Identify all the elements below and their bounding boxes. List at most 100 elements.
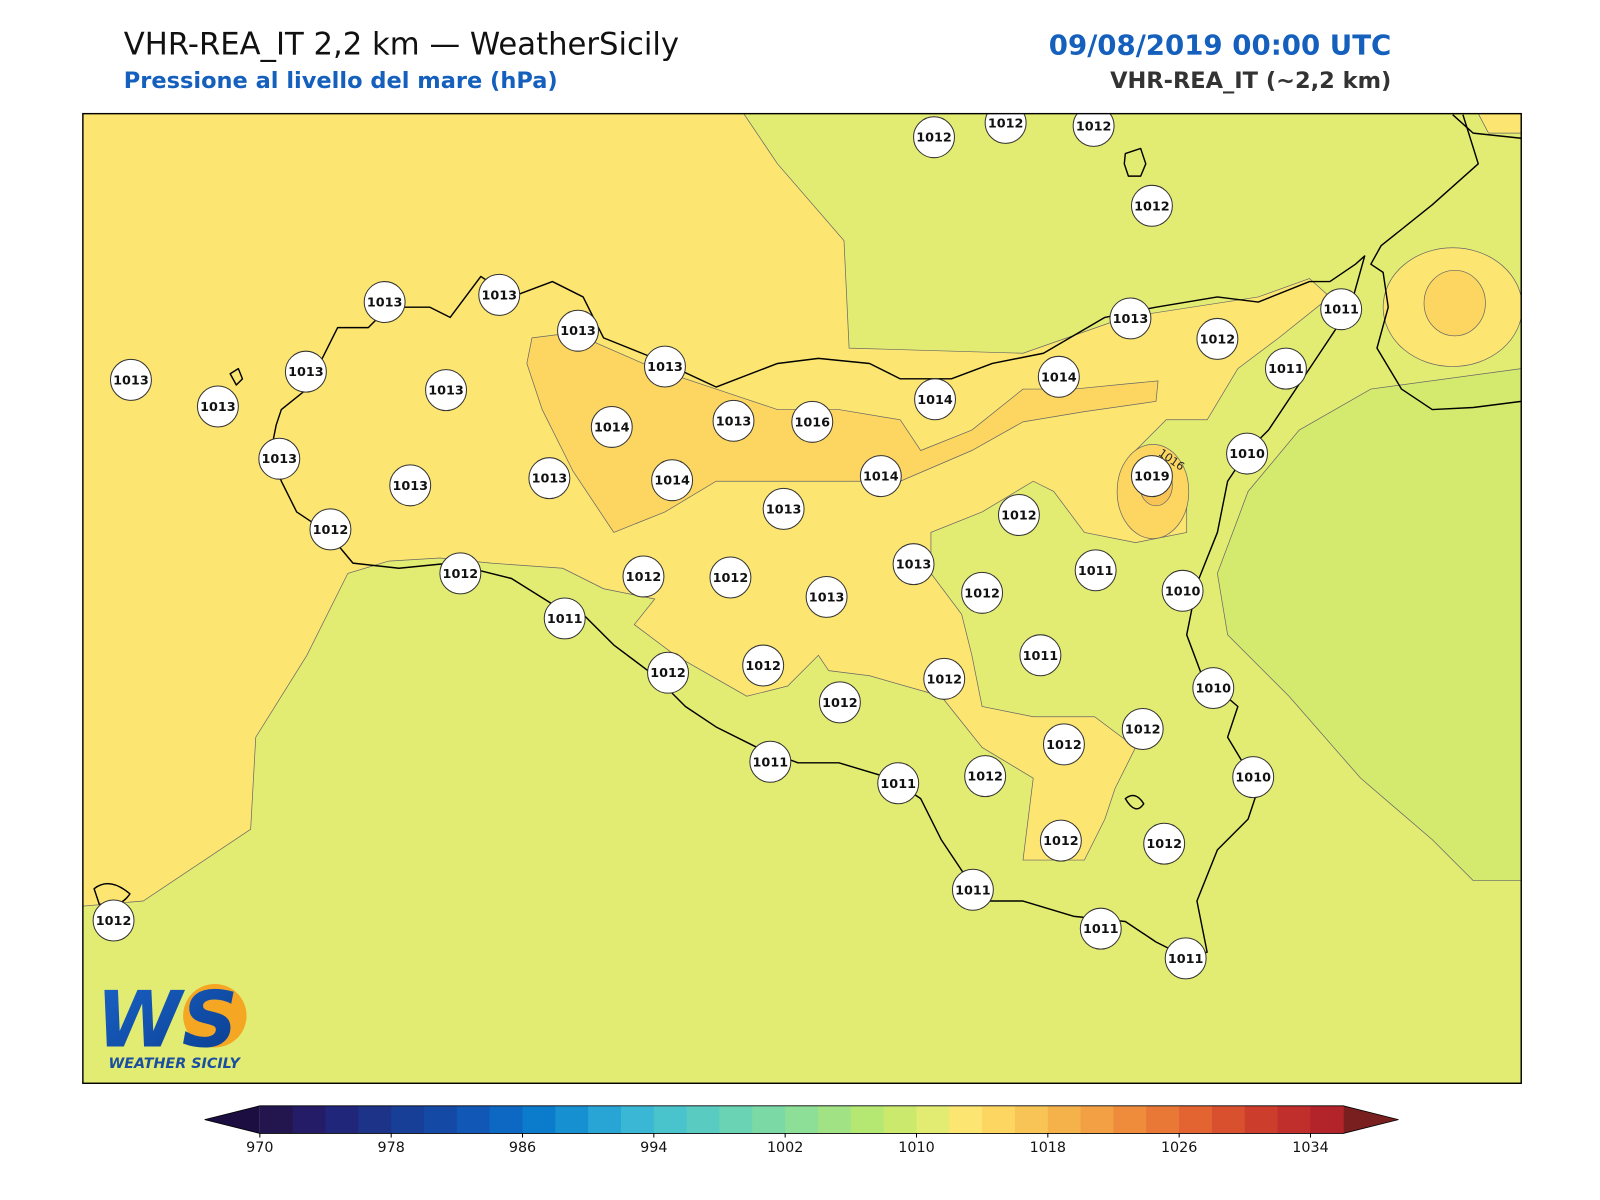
station-value: 1010 xyxy=(1229,447,1265,462)
station: 1012 xyxy=(1130,184,1173,227)
station-marker xyxy=(1019,634,1062,677)
station-marker xyxy=(913,116,955,159)
colorbar-band xyxy=(850,1105,885,1134)
station: 1019 xyxy=(1130,455,1173,498)
logo-mark: WS xyxy=(96,975,238,1065)
station-value: 1012 xyxy=(1001,509,1037,524)
station-value: 1013 xyxy=(481,288,517,303)
colorbar-tick-label: 1010 xyxy=(898,1140,934,1156)
station-value: 1012 xyxy=(713,571,749,586)
station-marker xyxy=(742,644,785,687)
title: VHR-REA_IT 2,2 km — WeatherSicily xyxy=(124,27,679,62)
colorbar-band xyxy=(1014,1105,1049,1134)
station: 1010 xyxy=(1192,667,1235,710)
station: 1012 xyxy=(439,552,482,595)
colorbar-band xyxy=(1179,1105,1213,1134)
station-marker xyxy=(951,868,994,911)
colorbar-band xyxy=(259,1105,294,1134)
station-marker xyxy=(1196,317,1239,360)
station: 1013 xyxy=(478,273,521,316)
station: 1014 xyxy=(590,405,633,448)
station-value: 1012 xyxy=(1043,834,1079,849)
station-value: 1012 xyxy=(822,696,858,711)
colorbar: 970 978 986 994 1002 1010 1018 1026 1034 xyxy=(204,1105,1399,1156)
station: 1012 xyxy=(818,681,861,724)
station-marker xyxy=(425,369,468,412)
station: 1012 xyxy=(913,116,955,159)
subtitle: Pressione al livello del mare (hPa) xyxy=(124,68,558,94)
station-value: 1011 xyxy=(1168,952,1204,967)
station-marker xyxy=(923,657,966,700)
pressure-field: 1016 1012 1012 1012 1012 1013 1013 1013 1013 101… xyxy=(82,113,1522,1084)
station-marker xyxy=(712,399,755,442)
colorbar-tick-label: 994 xyxy=(640,1140,667,1156)
station-value: 1011 xyxy=(1023,649,1059,664)
station: 1013 xyxy=(892,543,935,586)
station-marker xyxy=(478,273,521,316)
station: 1012 xyxy=(1042,723,1085,766)
station-marker xyxy=(805,575,848,618)
station-value: 1013 xyxy=(288,365,324,380)
station: 1012 xyxy=(1121,708,1164,750)
station: 1011 xyxy=(877,762,920,805)
field-band xyxy=(1477,113,1522,134)
station-marker xyxy=(622,555,665,598)
station-value: 1013 xyxy=(262,452,298,467)
coastline-calabria xyxy=(1452,114,1522,139)
station: 1012 xyxy=(964,755,1007,798)
colorbar-band xyxy=(785,1105,819,1134)
station-value: 1011 xyxy=(880,777,916,792)
station: 1010 xyxy=(1161,569,1204,612)
map-frame xyxy=(82,112,1522,1084)
station-value: 1012 xyxy=(1134,199,1170,214)
station: 1016 xyxy=(791,400,834,443)
colorbar-band xyxy=(1080,1105,1114,1134)
colorbar-band xyxy=(949,1105,983,1134)
station-value: 1012 xyxy=(926,672,962,687)
station: 1014 xyxy=(651,459,694,502)
station: 1011 xyxy=(749,740,792,783)
station: 1013 xyxy=(284,350,327,393)
station: 1012 xyxy=(1196,317,1239,360)
station: 1012 xyxy=(92,899,135,942)
station: 1011 xyxy=(1019,634,1062,677)
station-marker xyxy=(709,556,752,599)
station: 1013 xyxy=(258,437,301,480)
station: 1013 xyxy=(528,457,571,500)
station-value: 1011 xyxy=(1323,303,1359,318)
station-value: 1011 xyxy=(547,612,583,627)
station-value: 1013 xyxy=(392,479,428,494)
station-value: 1012 xyxy=(964,586,1000,601)
station-marker xyxy=(543,597,586,640)
station-marker xyxy=(196,385,239,428)
station-value: 1013 xyxy=(200,400,236,415)
station-value: 1012 xyxy=(96,914,132,929)
station-marker xyxy=(1121,708,1164,750)
station-marker xyxy=(651,459,694,502)
logo-sun xyxy=(183,983,247,1048)
station-value: 1013 xyxy=(428,384,464,399)
colorbar-band xyxy=(752,1105,786,1134)
colorbar-tick-label: 1026 xyxy=(1161,1140,1197,1156)
station-value: 1012 xyxy=(967,770,1003,785)
island xyxy=(1124,794,1145,810)
station-marker xyxy=(1232,756,1275,799)
station-value: 1013 xyxy=(647,360,683,375)
station-marker xyxy=(1130,184,1173,227)
station-marker xyxy=(914,378,957,421)
station-marker xyxy=(309,508,352,551)
station-value: 1014 xyxy=(863,470,899,485)
station-value: 1012 xyxy=(1125,723,1161,738)
colorbar-band xyxy=(1047,1105,1082,1134)
station-marker xyxy=(1079,907,1122,950)
station-value: 1011 xyxy=(1268,362,1304,377)
station-value: 1013 xyxy=(367,296,403,311)
station-value: 1011 xyxy=(1078,564,1114,579)
valid-time: 09/08/2019 00:00 UTC xyxy=(1049,28,1392,61)
station: 1012 xyxy=(309,508,352,551)
station: 1013 xyxy=(109,358,152,401)
colorbar-band xyxy=(1310,1105,1344,1134)
station-marker xyxy=(762,487,805,530)
station: 1011 xyxy=(951,868,994,911)
colorbar-band xyxy=(719,1105,753,1134)
